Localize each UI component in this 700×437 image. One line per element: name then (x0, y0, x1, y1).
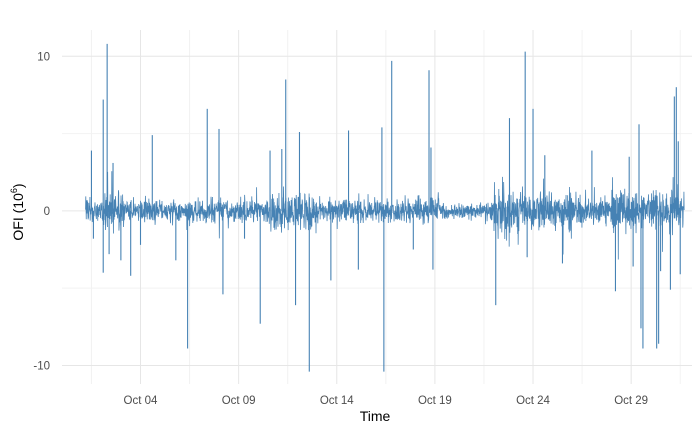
x-tick-label-5: Oct 29 (614, 395, 648, 407)
x-axis-title: Time (360, 408, 391, 424)
axes: -10 0 10 Oct 04 Oct 09 Oct 14 Oct 19 Oct 24 Oct … (33, 51, 648, 407)
y-axis-title-close: ) (10, 183, 26, 188)
ofi-noise-band (85, 171, 685, 260)
x-tick-label-0: Oct 04 (124, 395, 158, 407)
ofi-series (85, 43, 685, 372)
y-axis-title: OFI (106) (9, 183, 26, 240)
y-tick-label-0: -10 (33, 360, 50, 372)
x-tick-label-3: Oct 19 (418, 395, 452, 407)
y-tick-label-2: 10 (37, 51, 50, 63)
y-axis-title-main: OFI (10 (10, 193, 26, 241)
x-tick-label-2: Oct 14 (320, 395, 354, 407)
x-tick-label-1: Oct 09 (222, 395, 256, 407)
y-axis-title-superscript: 6 (9, 188, 19, 193)
x-tick-label-4: Oct 24 (516, 395, 550, 407)
y-tick-label-1: 0 (44, 206, 50, 218)
